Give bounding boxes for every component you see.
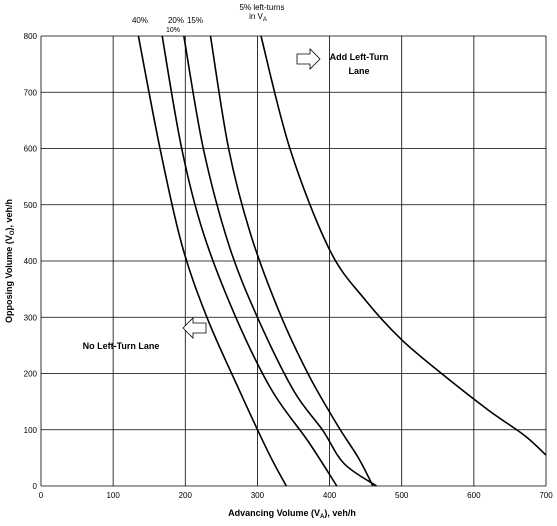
curve-label-40: 40%	[132, 16, 148, 25]
x-tick-label-100: 100	[106, 491, 120, 500]
curve-label-5-line2: in VA	[249, 12, 267, 23]
y-tick-label-200: 200	[24, 370, 38, 379]
curve-15pct	[183, 35, 377, 487]
curve-label-5-line1: 5% left-turns	[240, 3, 285, 12]
y-tick-label-600: 600	[24, 145, 38, 154]
curve-10pct	[209, 35, 374, 487]
curve-20pct	[161, 35, 338, 487]
grid	[40, 35, 547, 487]
x-tick-label-200: 200	[179, 491, 193, 500]
y-tick-label-400: 400	[24, 257, 38, 266]
no-lane-label: No Left-Turn Lane	[83, 341, 160, 351]
add-lane-label-line1: Add Left-Turn	[330, 52, 389, 62]
x-axis-title: Advancing Volume (VA), veh/h	[228, 508, 356, 520]
curve-label-15: 15%	[187, 16, 203, 25]
x-tick-label-600: 600	[467, 491, 481, 500]
add-lane-arrow-icon	[296, 48, 321, 70]
curves	[137, 35, 547, 487]
y-tick-label-800: 800	[24, 32, 38, 41]
y-tick-label-0: 0	[33, 482, 38, 491]
y-tick-label-300: 300	[24, 313, 38, 322]
x-axis-ticks: 0 100 200 300 400 500 600 700	[39, 491, 553, 500]
x-tick-label-500: 500	[395, 491, 409, 500]
add-lane-label-line2: Lane	[348, 66, 369, 76]
x-tick-label-400: 400	[323, 491, 337, 500]
y-tick-label-100: 100	[24, 426, 38, 435]
no-lane-arrow-icon	[182, 317, 207, 339]
y-axis-title: Opposing Volume (VO), veh/h	[4, 199, 16, 323]
y-tick-label-700: 700	[24, 88, 38, 97]
curve-label-20: 20%	[168, 16, 184, 25]
y-tick-label-500: 500	[24, 201, 38, 210]
x-tick-label-700: 700	[539, 491, 553, 500]
curve-label-10: 10%	[166, 27, 180, 34]
curve-40pct	[137, 35, 288, 487]
curve-5pct	[260, 35, 547, 456]
x-tick-label-0: 0	[39, 491, 44, 500]
y-axis-ticks: 0 100 200 300 400 500 600 700 800	[24, 32, 38, 491]
x-tick-label-300: 300	[251, 491, 265, 500]
